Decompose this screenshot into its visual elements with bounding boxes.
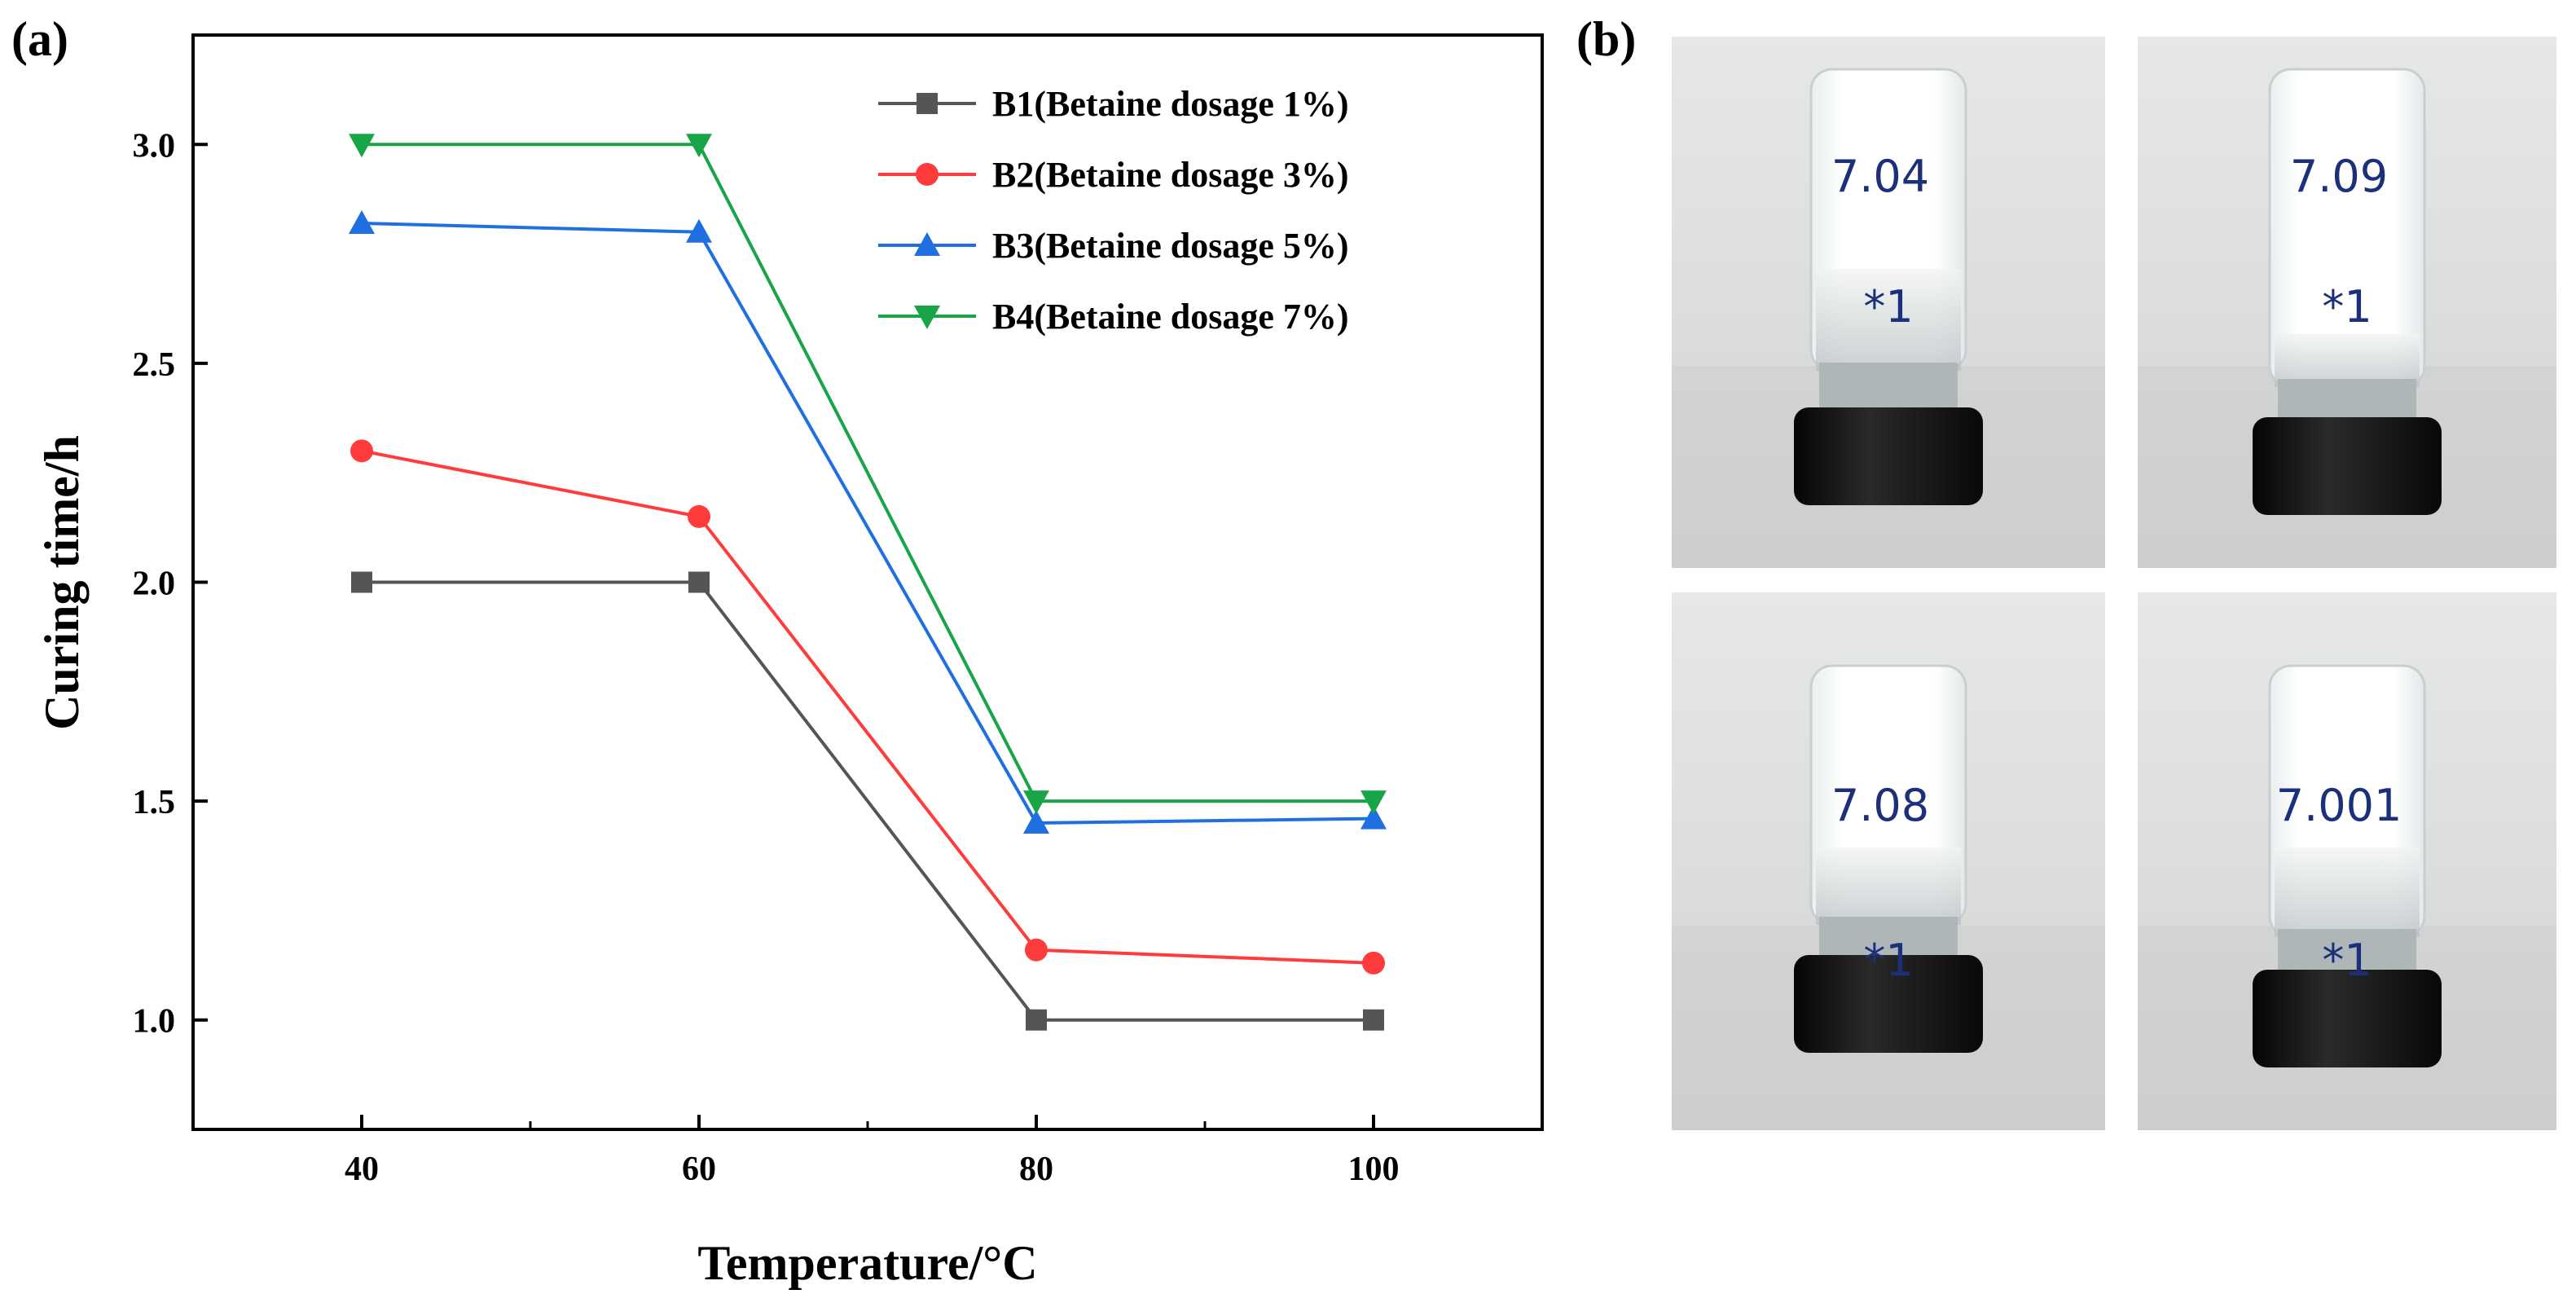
series-line [361, 221, 1374, 825]
y-tick-label: 1.0 [133, 1003, 176, 1041]
legend-label: B2(Betaine dosage 3%) [992, 155, 1349, 195]
data-point [1361, 805, 1387, 830]
data-point [349, 209, 375, 234]
x-tick-label: 60 [682, 1151, 716, 1188]
panel-a-label: (a) [11, 12, 68, 66]
legend-marker [914, 306, 940, 329]
y-tick-label: 2.0 [133, 566, 176, 603]
vial-mark: *1 [1863, 935, 1913, 986]
legend: B1(Betaine dosage 1%) B2(Betaine dosage 3… [878, 84, 1349, 337]
vial-photo: 7.08 *1 [1672, 592, 2105, 1130]
x-tick-label: 80 [1019, 1151, 1053, 1188]
vial-photo: 7.09 *1 [2138, 37, 2556, 568]
y-tick-label: 3.0 [133, 127, 176, 165]
data-point [349, 134, 375, 158]
vial-contents [1816, 847, 1961, 925]
vial-label: 7.08 [1831, 780, 1929, 831]
photo-panel: (b) 7.04 *1 7.09 *1 7.08 *1 7.001 *1 [1576, 12, 2556, 1130]
vial-label: 7.04 [1831, 151, 1929, 202]
series-line [361, 449, 1374, 965]
y-axis: 1.0 1.5 2.0 2.5 3.0 [133, 127, 208, 1041]
legend-label: B4(Betaine dosage 7%) [992, 297, 1349, 337]
vial-contents [1816, 269, 1961, 371]
vial-mark: *1 [2322, 281, 2372, 332]
series-3 [349, 209, 1387, 834]
vial-contents [2275, 334, 2420, 387]
panel-b-label: (b) [1576, 12, 1636, 66]
series-1 [351, 571, 1384, 1031]
x-tick-label: 100 [1348, 1151, 1400, 1188]
data-point [350, 439, 373, 463]
vial-neck [2278, 929, 2416, 970]
legend-label: B1(Betaine dosage 1%) [992, 84, 1349, 124]
vial-cap [1794, 407, 1983, 505]
legend-label: B3(Betaine dosage 5%) [992, 226, 1349, 266]
vial-neck [1819, 363, 1958, 407]
data-point [1026, 1009, 1047, 1031]
data-point [351, 571, 372, 593]
legend-item: B1(Betaine dosage 1%) [878, 84, 1349, 124]
legend-marker [916, 163, 939, 186]
legend-item: B4(Betaine dosage 7%) [878, 297, 1349, 337]
vial-cap [1794, 955, 1983, 1053]
data-point [1023, 809, 1049, 834]
data-point [1361, 790, 1387, 815]
vial-neck [2278, 379, 2416, 417]
y-tick-label: 2.5 [133, 346, 176, 384]
vial-cap [2253, 417, 2442, 515]
vial-photo: 7.04 *1 [1672, 37, 2105, 568]
data-point [688, 571, 710, 593]
series-2 [350, 439, 1385, 975]
legend-item: B2(Betaine dosage 3%) [878, 155, 1349, 195]
data-point [1023, 790, 1049, 815]
series-line [362, 580, 1374, 1022]
series-line [362, 143, 1374, 803]
x-axis: 40 60 80 100 [345, 1115, 1400, 1188]
chart-panel: (a) 1.0 1.5 2.0 2.5 3.0 40 60 80 100 Curing tim… [11, 12, 1544, 1290]
x-tick-label: 40 [345, 1151, 379, 1188]
legend-marker [917, 93, 938, 114]
y-axis-title: Curing time/h [35, 435, 89, 730]
x-axis-title: Temperature/°C [697, 1236, 1037, 1290]
y-tick-label: 1.5 [133, 784, 176, 821]
vial-cap [2253, 970, 2442, 1067]
data-point [686, 134, 712, 158]
legend-item: B3(Betaine dosage 5%) [878, 226, 1349, 266]
vial-label: 7.09 [2290, 151, 2388, 202]
series-4 [349, 134, 1387, 815]
vial-contents [2275, 847, 2420, 937]
vial-neck [1819, 917, 1958, 955]
data-point [1025, 938, 1048, 962]
vial-mark: *1 [1863, 281, 1913, 332]
vial-mark: *1 [2322, 935, 2372, 986]
data-point [1362, 951, 1385, 975]
photo-grid: 7.04 *1 7.09 *1 7.08 *1 7.001 *1 [1672, 37, 2556, 1130]
data-point [1363, 1009, 1384, 1031]
data-point [686, 218, 712, 243]
vial-label: 7.001 [2276, 780, 2402, 831]
vial-photo: 7.001 *1 [2138, 592, 2556, 1130]
series-layer [349, 134, 1387, 1031]
legend-marker [914, 232, 940, 256]
data-point [688, 504, 710, 528]
